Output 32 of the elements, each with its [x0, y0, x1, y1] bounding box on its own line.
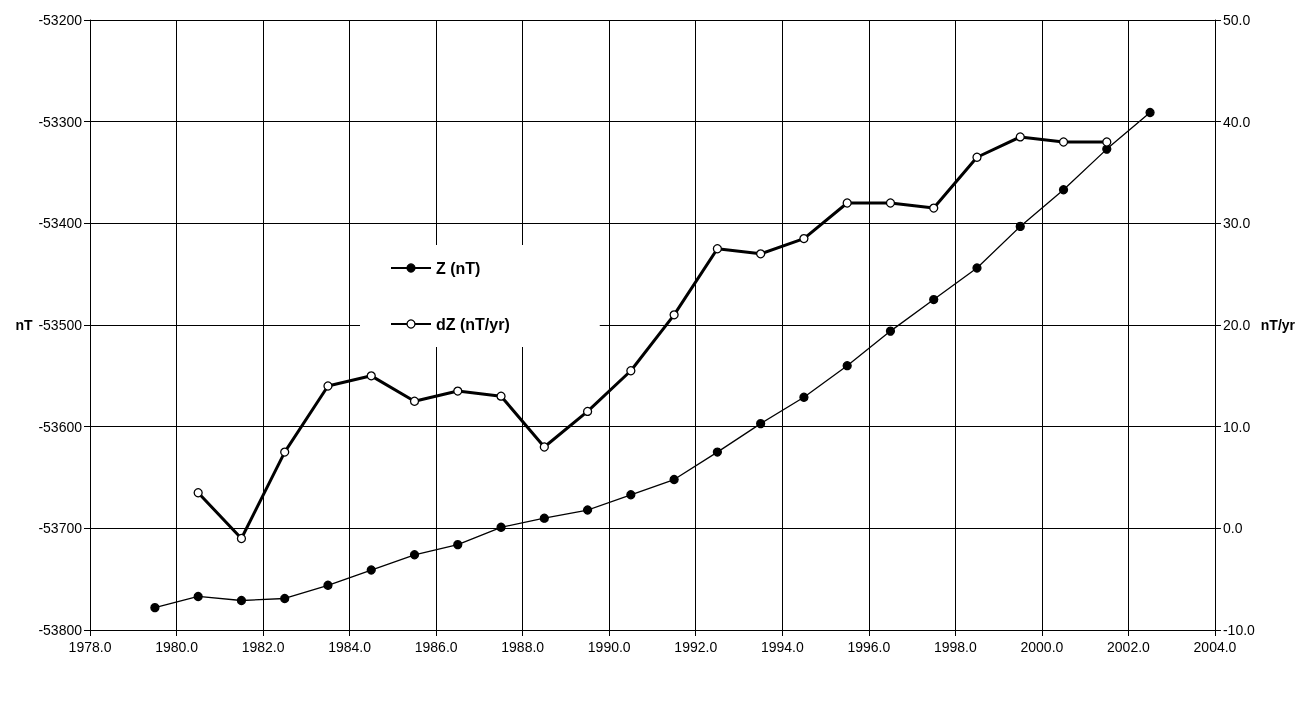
y-tick-label: -53500: [38, 317, 83, 333]
legend-label: dZ (nT/yr): [436, 315, 510, 333]
x-tick-label: 1992.0: [674, 639, 718, 655]
x-tick-label: 1994.0: [760, 639, 804, 655]
x-tick-label: 1982.0: [241, 639, 285, 655]
y2-tick-label: 30.0: [1222, 215, 1251, 232]
x-tick-label: 1996.0: [847, 639, 891, 655]
y2-tick-label: 0.0: [1222, 520, 1243, 537]
x-tick-label: 1984.0: [328, 639, 372, 655]
x-tick-label: 1978.0: [68, 639, 112, 655]
y-tick-label: -53700: [38, 520, 83, 537]
y-tick-label: -53600: [38, 418, 83, 435]
y2-axis-title: nT/yr: [1260, 317, 1296, 333]
x-tick-label: 1988.0: [501, 639, 545, 655]
x-tick-label: 1980.0: [155, 639, 199, 655]
x-tick-label: 2004.0: [1193, 639, 1237, 655]
x-tick-label: 1990.0: [587, 639, 631, 655]
y-tick-label: -53800: [38, 622, 83, 638]
x-tick-label: 1986.0: [414, 639, 458, 655]
x-tick-label: 2000.0: [1020, 639, 1064, 655]
y2-tick-label: -10.0: [1222, 622, 1256, 638]
y2-tick-label: 50.0: [1222, 12, 1251, 28]
x-tick-label: 1998.0: [933, 639, 977, 655]
y-tick-label: -53300: [38, 113, 83, 130]
y-tick-label: -53400: [38, 215, 83, 232]
y2-tick-label: 20.0: [1222, 317, 1251, 333]
y2-tick-label: 10.0: [1222, 418, 1251, 435]
y2-tick-label: 40.0: [1222, 113, 1251, 130]
x-tick-label: 2002.0: [1107, 639, 1151, 655]
y-axis-title: nT: [15, 317, 33, 333]
legend-label: Z (nT): [436, 259, 481, 277]
y-tick-label: -53200: [38, 12, 83, 28]
